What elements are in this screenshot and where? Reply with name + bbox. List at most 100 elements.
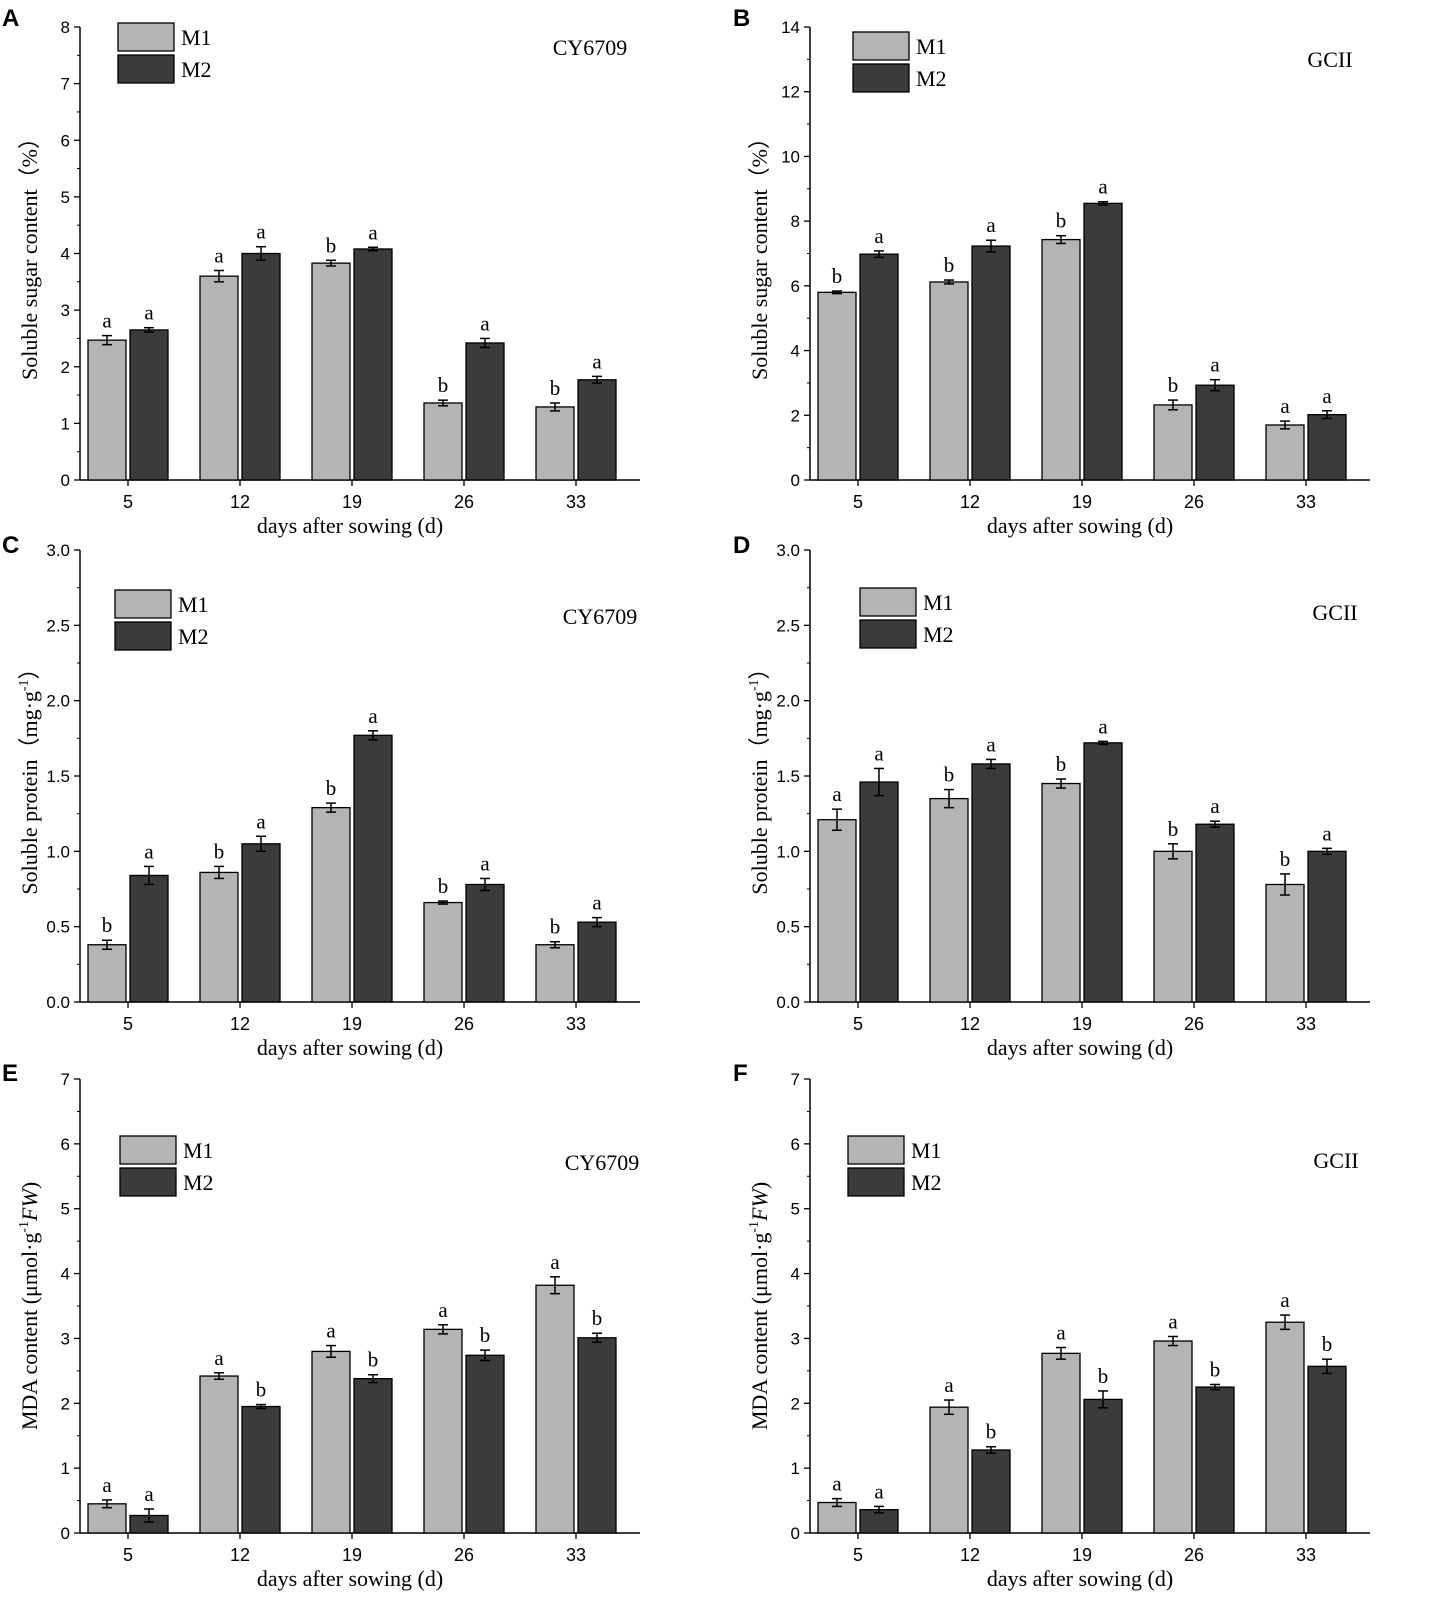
y-tick-label: 14	[781, 18, 800, 37]
x-tick-label: 12	[230, 1545, 250, 1565]
significance-letter: a	[986, 213, 996, 237]
y-tick-label: 6	[61, 1135, 70, 1154]
significance-letter: a	[326, 1319, 336, 1343]
x-tick-label: 19	[342, 492, 362, 512]
y-tick-label: 0.0	[776, 993, 800, 1012]
y-tick-label: 2.0	[776, 692, 800, 711]
bar-M1	[1265, 1321, 1305, 1534]
y-axis-title-part: ）	[17, 657, 42, 679]
bar-M2	[859, 781, 899, 1003]
y-tick-label: 7	[61, 1070, 70, 1089]
y-tick-label: 4	[791, 1265, 800, 1284]
significance-letter: a	[214, 243, 224, 267]
y-axis-title-superscript: -1	[747, 1221, 762, 1233]
y-axis-title-superscript: -1	[17, 679, 32, 691]
y-axis-title: Soluble sugar content（%）	[17, 127, 42, 380]
significance-letter: a	[480, 311, 490, 335]
significance-letter: b	[944, 253, 955, 277]
bar-M2	[1195, 823, 1235, 1003]
y-tick-label: 6	[61, 131, 70, 150]
significance-letter: a	[944, 1373, 954, 1397]
bar-M1	[423, 402, 463, 481]
x-tick-label: 12	[230, 492, 250, 512]
x-tick-label: 33	[566, 1545, 586, 1565]
significance-letter: b	[480, 1323, 491, 1347]
y-tick-label: 0	[791, 1524, 800, 1543]
y-axis-title-part: Soluble protein（mg·g	[17, 691, 42, 894]
legend-label-M2: M2	[181, 57, 212, 82]
y-tick-label: 3	[61, 301, 70, 320]
significance-letter: b	[214, 839, 225, 863]
x-tick-label: 12	[960, 1545, 980, 1565]
y-tick-label: 2	[61, 1394, 70, 1413]
significance-letter: b	[832, 264, 843, 288]
bar-M2	[241, 1405, 281, 1534]
significance-letter: a	[1098, 714, 1108, 738]
bar-M1	[1041, 782, 1081, 1003]
bar-M1	[1041, 1352, 1081, 1534]
y-tick-label: 7	[791, 1070, 800, 1089]
bar-M2	[577, 379, 617, 481]
y-axis-title: Soluble protein（mg·g-1）	[17, 657, 42, 894]
significance-letter: a	[874, 224, 884, 248]
bar-M2	[1083, 742, 1123, 1003]
significance-letter: a	[144, 839, 154, 863]
bar-M2	[241, 252, 281, 481]
significance-letter: a	[368, 220, 378, 244]
x-tick-label: 5	[853, 1014, 863, 1034]
y-tick-label: 6	[791, 1135, 800, 1154]
y-tick-label: 5	[791, 1200, 800, 1219]
x-axis-title: days after sowing (d)	[257, 1566, 443, 1591]
significance-letter: b	[1168, 817, 1179, 841]
legend-swatch-M1	[114, 589, 172, 619]
bar-M1	[311, 1350, 351, 1534]
x-axis-title: days after sowing (d)	[987, 513, 1173, 538]
x-axis-title: days after sowing (d)	[257, 513, 443, 538]
y-axis-title-part: )	[747, 1182, 772, 1189]
y-tick-label: 1.5	[776, 767, 800, 786]
cultivar-label: GCII	[1312, 600, 1357, 625]
x-tick-label: 19	[342, 1014, 362, 1034]
bar-M2	[577, 1337, 617, 1534]
bar-M2	[859, 253, 899, 481]
x-tick-label: 12	[960, 492, 980, 512]
y-tick-label: 2.5	[776, 616, 800, 635]
legend-label-M2: M2	[923, 622, 954, 647]
significance-letter: b	[1098, 1364, 1109, 1388]
x-tick-label: 33	[1296, 1545, 1316, 1565]
significance-letter: a	[592, 349, 602, 373]
x-tick-label: 33	[566, 1014, 586, 1034]
legend-swatch-M2	[847, 1167, 905, 1197]
bar-M1	[535, 1284, 575, 1534]
legend-label-M1: M1	[916, 34, 947, 59]
significance-letter: b	[550, 915, 561, 939]
y-tick-label: 3	[61, 1329, 70, 1348]
y-tick-label: 2.0	[46, 692, 70, 711]
significance-letter: b	[102, 913, 113, 937]
bar-M1	[1265, 883, 1305, 1003]
y-tick-label: 0.5	[46, 918, 70, 937]
y-tick-label: 4	[61, 245, 70, 264]
significance-letter: a	[1322, 821, 1332, 845]
significance-letter: a	[144, 301, 154, 325]
y-axis-title-part: Soluble protein（mg·g	[747, 691, 772, 894]
y-tick-label: 0.5	[776, 918, 800, 937]
legend-label-M1: M1	[178, 592, 209, 617]
x-tick-label: 33	[1296, 1014, 1316, 1034]
cultivar-label: GCII	[1307, 47, 1352, 72]
y-tick-label: 0	[61, 471, 70, 490]
bar-M1	[199, 871, 239, 1003]
y-axis-title-part: MDA content (μmol·g	[747, 1233, 772, 1431]
chart-panel-D: D 0.0 0.5 1.0 1.5 2.0 2.5 3.0 5 12 19 26 33 days afte…	[733, 532, 1370, 1060]
panel-letter: C	[2, 532, 19, 559]
x-tick-label: 5	[123, 1014, 133, 1034]
bar-M2	[465, 883, 505, 1003]
significance-letter: a	[592, 891, 602, 915]
bar-M2	[1083, 202, 1123, 481]
legend-label-M1: M1	[183, 1138, 214, 1163]
